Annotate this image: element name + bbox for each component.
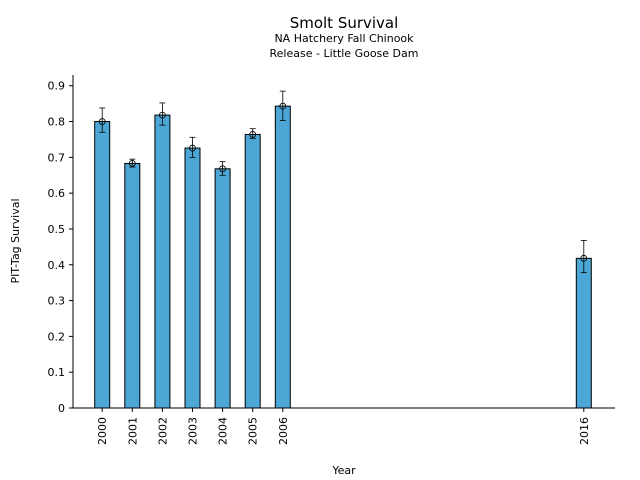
y-tick-label: 0.5 <box>48 223 66 236</box>
y-tick-label: 0.9 <box>48 80 66 93</box>
point-marker-2003 <box>189 144 196 152</box>
bar-2002 <box>154 114 171 409</box>
point-marker-2004 <box>219 165 226 173</box>
x-tick-label: 2006 <box>277 417 290 445</box>
y-tick-label: 0.4 <box>48 259 66 272</box>
bar-2016 <box>575 257 592 409</box>
x-axis-label: Year <box>331 464 356 477</box>
point-marker-2016 <box>580 254 588 262</box>
bar-2004 <box>214 168 231 409</box>
bar-2000 <box>94 121 111 409</box>
point-marker-2005 <box>249 131 257 138</box>
chart-subtitle-line-1: NA Hatchery Fall Chinook <box>274 32 414 45</box>
x-tick-label: 2000 <box>96 417 109 445</box>
x-tick-label: 2002 <box>156 417 169 445</box>
y-tick-label: 0.2 <box>48 330 66 343</box>
bar-2003 <box>184 147 201 409</box>
chart-title: Smolt Survival <box>290 14 399 32</box>
plot-area: 0 0.1 0.2 0.3 0.4 0.5 0.6 0.7 0.8 0.9 2000 2001 2002… <box>48 75 615 445</box>
y-tick-label: 0.7 <box>48 151 66 164</box>
point-marker-2001 <box>128 160 136 167</box>
y-axis-label: PIT-Tag Survival <box>9 198 22 283</box>
bar-2001 <box>124 162 141 409</box>
y-tick-label: 0.6 <box>48 187 66 200</box>
y-tick-label: 0.3 <box>48 295 66 308</box>
bar-2006 <box>274 105 291 409</box>
x-tick-label: 2004 <box>217 417 230 445</box>
chart-subtitle-line-2: Release - Little Goose Dam <box>270 47 419 60</box>
x-tick-label: 2001 <box>126 417 139 445</box>
y-tick-label: 0.8 <box>48 116 66 129</box>
x-tick-label: 2016 <box>578 417 591 445</box>
point-marker-2006 <box>279 102 287 110</box>
y-tick-label: 0.1 <box>48 366 66 379</box>
y-tick-label: 0 <box>58 402 65 415</box>
x-tick-label: 2003 <box>186 417 199 445</box>
point-marker-2002 <box>158 111 166 119</box>
x-tick-label: 2005 <box>247 417 260 445</box>
bar-2005 <box>244 133 261 409</box>
point-marker-2000 <box>98 118 106 125</box>
